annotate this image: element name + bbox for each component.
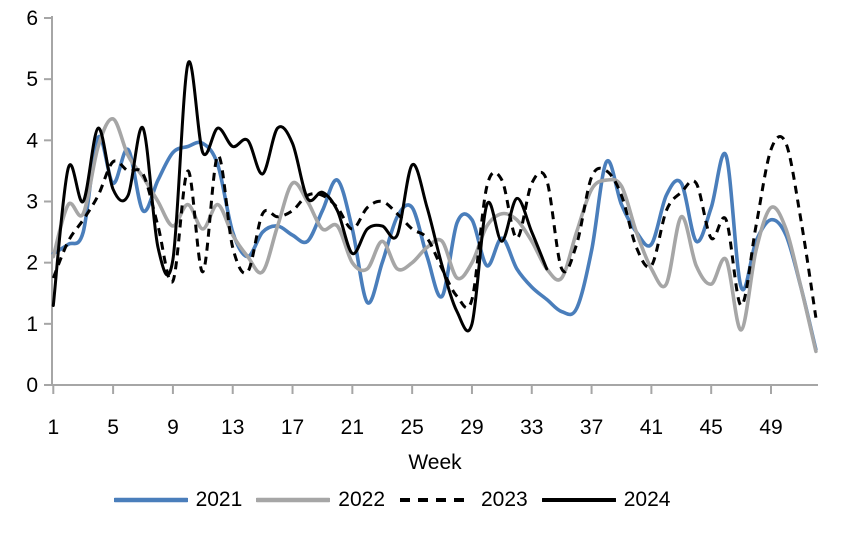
x-tick-label: 9 (167, 416, 179, 439)
x-tick-label: 49 (759, 416, 782, 439)
legend-line-sample-2023 (400, 497, 472, 502)
series-line-2024 (51, 60, 549, 333)
legend-line-sample-2022 (256, 497, 331, 502)
legend-line-sample-2021 (113, 497, 188, 502)
series-line-2023 (51, 135, 818, 318)
x-tick-label: 41 (640, 416, 663, 439)
x-tick-label: 37 (580, 416, 603, 439)
legend-label-2021: 2021 (195, 488, 243, 511)
chart-legend: 2021 2022 2023 2024 (0, 489, 818, 510)
y-tick-label: 3 (26, 191, 38, 214)
legend-item-2021: 2021 (113, 488, 243, 511)
y-tick-label: 1 (26, 313, 38, 336)
y-tick-label: 2 (26, 252, 38, 275)
x-tick-label: 45 (700, 416, 723, 439)
series-line-2021 (51, 134, 818, 352)
y-tick-label: 4 (26, 129, 38, 152)
x-tick-label: 33 (520, 416, 543, 439)
series-line-2022 (51, 117, 818, 354)
x-tick-label: 1 (47, 416, 59, 439)
legend-item-2022: 2022 (256, 489, 385, 510)
legend-label-2022: 2022 (338, 488, 385, 511)
x-tick-label: 5 (107, 416, 119, 439)
legend-line-sample-2024 (541, 497, 616, 502)
legend-label-2023: 2023 (481, 488, 528, 511)
x-tick-label: 17 (281, 416, 304, 439)
y-tick-label: 6 (26, 7, 38, 30)
legend-item-2023: 2023 (399, 489, 528, 510)
legend-label-2024: 2024 (623, 488, 671, 511)
x-tick-label: 29 (460, 416, 483, 439)
x-axis-title: Week (408, 451, 462, 474)
y-tick-label: 0 (26, 374, 38, 397)
x-tick-label: 13 (221, 416, 244, 439)
line-chart: 0 1 2 3 4 5 6 1 5 9 13 17 21 25 29 33 37 41 45 49 Week (26, 7, 818, 474)
legend-item-2024: 2024 (541, 488, 671, 511)
y-tick-label: 5 (26, 68, 38, 91)
x-tick-label: 25 (400, 416, 423, 439)
x-tick-label: 21 (341, 416, 364, 439)
